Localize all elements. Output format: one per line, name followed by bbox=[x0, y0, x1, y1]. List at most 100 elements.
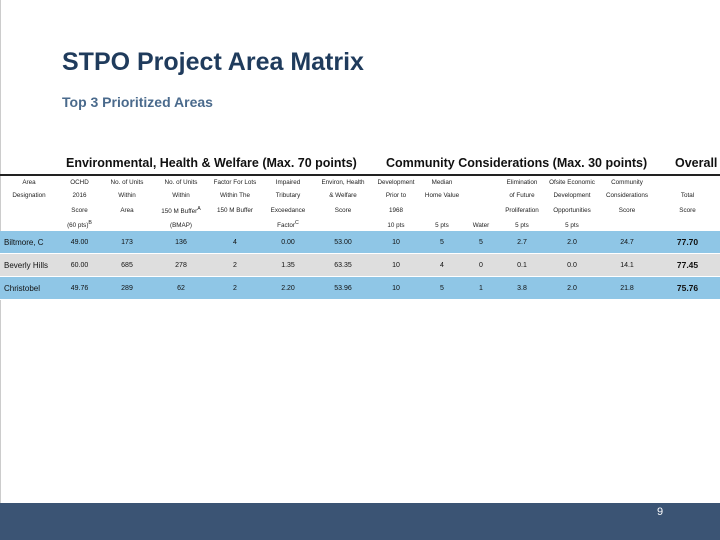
header-cell: No. of Units bbox=[110, 179, 144, 186]
header-cell: Elimination bbox=[506, 179, 538, 186]
table-cell: 10 bbox=[371, 276, 421, 300]
header-cell bbox=[315, 219, 371, 231]
table-cell: 4 bbox=[421, 253, 463, 277]
header-cell: 5 pts bbox=[515, 221, 529, 229]
table-cell: 2.7 bbox=[499, 231, 545, 254]
header-cell: Area bbox=[22, 179, 36, 186]
total-score-cell: 77.70 bbox=[655, 231, 720, 254]
header-cell bbox=[463, 176, 499, 189]
table-cell: 289 bbox=[101, 276, 153, 300]
header-cell: FactorC bbox=[277, 220, 299, 230]
table-cell: 1 bbox=[463, 276, 499, 300]
table-cell: 24.7 bbox=[599, 231, 655, 254]
header-cell: Environ, Health bbox=[321, 179, 365, 186]
area-name-cell: Christobel bbox=[0, 276, 58, 300]
table-cell: 63.35 bbox=[315, 253, 371, 277]
page-subtitle: Top 3 Prioritized Areas bbox=[62, 94, 213, 110]
table-cell: 0.0 bbox=[545, 253, 599, 277]
table-cell: 2.20 bbox=[261, 276, 315, 300]
area-name-cell: Biltmore, C bbox=[0, 231, 58, 254]
header-cell: Considerations bbox=[605, 192, 648, 199]
header-cell: (60 pts)B bbox=[67, 220, 92, 230]
header-row-2: Designation 2016 Within Within Within Th… bbox=[0, 189, 720, 202]
table-row: Christobel 49.76 289 62 2 2.20 53.96 10 … bbox=[0, 276, 720, 300]
header-row-1: Area OCHD No. of Units No. of Units Fact… bbox=[0, 176, 720, 189]
header-cell: Water bbox=[463, 219, 499, 231]
header-cell: of Future bbox=[509, 192, 535, 199]
header-cell: Score bbox=[679, 207, 696, 214]
header-cell bbox=[463, 202, 499, 219]
header-cell: 2016 bbox=[72, 192, 87, 199]
header-cell: OCHD bbox=[70, 179, 89, 186]
table-cell: 5 bbox=[421, 276, 463, 300]
table-cell: 2.0 bbox=[545, 276, 599, 300]
header-cell: Impaired bbox=[275, 179, 301, 186]
page-number: 9 bbox=[656, 506, 664, 518]
header-row-3: Score Area 150 M BufferA 150 M Buffer Ex… bbox=[0, 202, 720, 219]
table-cell: 4 bbox=[209, 231, 261, 254]
table-cell: 2 bbox=[209, 276, 261, 300]
header-cell: Home Value bbox=[424, 192, 460, 199]
header-cell: 150 M BufferA bbox=[161, 205, 201, 216]
header-cell bbox=[101, 219, 153, 231]
header-cell: 5 pts bbox=[435, 221, 449, 229]
header-cell: Ofsite Economic bbox=[549, 179, 595, 186]
footer-bar bbox=[0, 503, 720, 540]
table-row: Biltmore, C 49.00 173 136 4 0.00 53.00 1… bbox=[0, 231, 720, 254]
table-cell: 49.76 bbox=[58, 276, 101, 300]
page-title: STPO Project Area Matrix bbox=[62, 48, 364, 76]
table-cell: 136 bbox=[153, 231, 209, 254]
header-cell bbox=[421, 202, 463, 219]
table-cell: 278 bbox=[153, 253, 209, 277]
header-cell: Proliferation bbox=[505, 207, 539, 214]
area-name-cell: Beverly Hills bbox=[0, 253, 58, 277]
table-cell: 0.00 bbox=[261, 231, 315, 254]
table-cell: 685 bbox=[101, 253, 153, 277]
table-cell: 2.0 bbox=[545, 231, 599, 254]
header-cell: Area bbox=[120, 207, 134, 214]
table-cell: 0 bbox=[463, 253, 499, 277]
table-cell: 62 bbox=[153, 276, 209, 300]
header-row-4: (60 pts)B (BMAP) FactorC 10 pts 5 pts Wa… bbox=[0, 219, 720, 231]
matrix-table: Area OCHD No. of Units No. of Units Fact… bbox=[0, 176, 720, 300]
table-cell: 5 bbox=[463, 231, 499, 254]
table-cell: 10 bbox=[371, 253, 421, 277]
header-cell bbox=[655, 176, 720, 189]
header-cell: Opportunities bbox=[553, 207, 591, 214]
header-cell: Score bbox=[334, 207, 352, 214]
header-cell: Development bbox=[377, 179, 415, 186]
header-cell: Prior to bbox=[385, 192, 407, 199]
table-cell: 60.00 bbox=[58, 253, 101, 277]
table-cell: 5 bbox=[421, 231, 463, 254]
header-rule bbox=[0, 174, 720, 176]
header-cell: Factor For Lots bbox=[213, 179, 257, 186]
group-header-community: Community Considerations (Max. 30 points… bbox=[386, 156, 648, 170]
table-cell: 53.00 bbox=[315, 231, 371, 254]
header-cell: Exceedance bbox=[270, 207, 306, 214]
header-cell: Within bbox=[172, 192, 190, 199]
header-cell: 1968 bbox=[388, 207, 403, 214]
table-cell: 10 bbox=[371, 231, 421, 254]
header-cell bbox=[463, 189, 499, 202]
header-cell: Tributary bbox=[275, 192, 301, 199]
header-cell: Within The bbox=[220, 192, 250, 199]
table-cell: 14.1 bbox=[599, 253, 655, 277]
header-cell: 5 pts bbox=[565, 221, 579, 229]
table-row: Beverly Hills 60.00 685 278 2 1.35 63.35… bbox=[0, 253, 720, 277]
header-cell bbox=[655, 219, 720, 231]
header-cell: Development bbox=[553, 192, 591, 199]
header-cell: Score bbox=[71, 207, 88, 214]
header-cell: Total bbox=[680, 192, 695, 199]
header-cell: Designation bbox=[12, 192, 46, 199]
footnote-mark: A bbox=[197, 205, 201, 212]
header-cell: Within bbox=[118, 192, 136, 199]
total-score-cell: 77.45 bbox=[655, 253, 720, 277]
header-cell bbox=[209, 219, 261, 231]
table-cell: 21.8 bbox=[599, 276, 655, 300]
table-cell: 1.35 bbox=[261, 253, 315, 277]
table-cell: 49.00 bbox=[58, 231, 101, 254]
header-cell: Community bbox=[611, 179, 643, 186]
table-cell: 173 bbox=[101, 231, 153, 254]
header-cell: (BMAP) bbox=[169, 221, 193, 229]
header-cell bbox=[599, 219, 655, 231]
